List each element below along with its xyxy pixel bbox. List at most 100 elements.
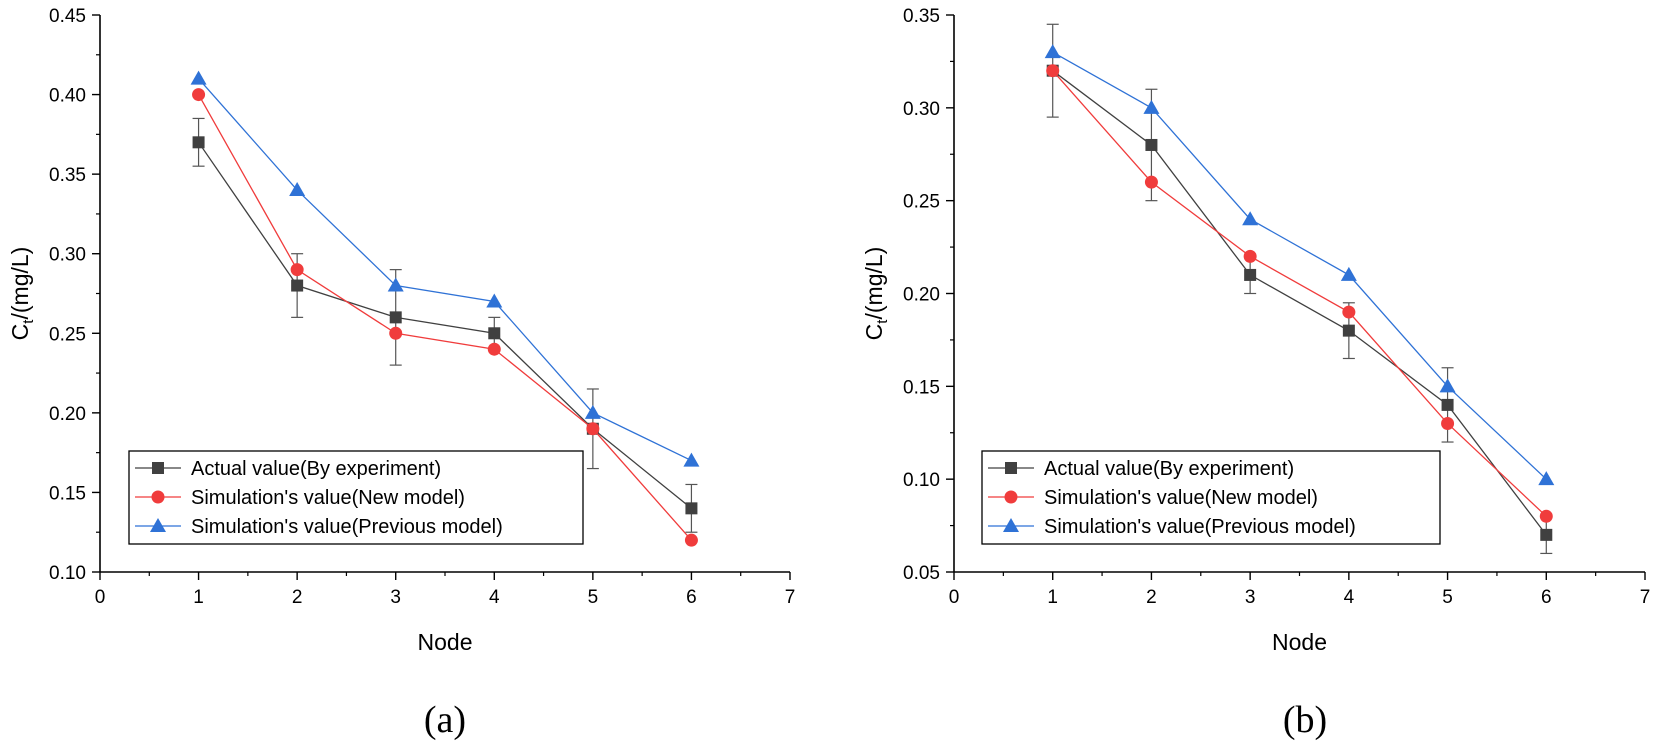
x-tick-label: 7 <box>1640 587 1651 608</box>
legend-label: Simulation's value(New model) <box>191 487 465 509</box>
x-tick-label: 4 <box>1344 587 1355 608</box>
y-tick-label: 0.25 <box>903 192 940 213</box>
legend-entry: Simulation's value(Previous model) <box>135 516 503 538</box>
x-tick-label: 0 <box>949 587 960 608</box>
series-3 <box>1044 44 1555 486</box>
data-point <box>683 452 700 467</box>
legend-marker <box>152 462 164 474</box>
series-line <box>1052 70 1547 536</box>
data-point <box>1046 64 1060 78</box>
y-tick-label: 0.45 <box>49 6 86 27</box>
data-point <box>684 533 698 547</box>
panel-b: 0 1 2 3 4 5 6 7 0.05 0.10 0.15 0.20 0.25 0.30 0.35 Node… <box>861 6 1650 741</box>
y-tick-label: 0.20 <box>903 285 940 306</box>
data-point <box>1538 471 1555 486</box>
data-point <box>1244 268 1257 281</box>
x-tick-label: 1 <box>193 587 204 608</box>
data-point <box>1340 266 1357 281</box>
data-point <box>1439 378 1456 393</box>
data-point <box>1342 305 1356 319</box>
legend-box <box>128 450 584 545</box>
panel-a: 0 1 2 3 4 5 6 7 0.10 0.15 0.20 0.25 0.30 0.35 0.40 0.45… <box>7 6 795 741</box>
legend-label: Actual value(By experiment) <box>1044 458 1294 480</box>
x-axis-title: Node <box>418 629 473 655</box>
x-tick-label: 0 <box>95 587 106 608</box>
data-point <box>389 326 403 340</box>
legend: Actual value(By experiment) Simulation's … <box>128 450 584 545</box>
series-line <box>1052 51 1547 480</box>
x-tick-label: 2 <box>1146 587 1157 608</box>
data-point <box>387 277 404 292</box>
y-tick-label: 0.35 <box>903 6 940 27</box>
data-point <box>488 327 501 340</box>
legend-entry: Actual value(By experiment) <box>135 458 441 480</box>
series-3 <box>190 70 700 467</box>
data-point <box>289 182 306 197</box>
y-tick-label: 0.20 <box>49 404 86 425</box>
data-point <box>1145 138 1158 151</box>
data-point <box>1342 324 1355 337</box>
y-tick-label: 0.35 <box>49 165 86 186</box>
data-point <box>1539 509 1553 523</box>
x-tick-label: 2 <box>292 587 303 608</box>
data-point <box>685 502 698 515</box>
legend-label: Simulation's value(Previous model) <box>1044 516 1356 538</box>
y-tick-label: 0.15 <box>903 377 940 398</box>
series-line <box>198 78 692 462</box>
series-2 <box>1046 64 1553 523</box>
y-tick-label: 0.30 <box>49 245 86 266</box>
panel-label: (a) <box>424 699 466 741</box>
data-point <box>192 88 206 102</box>
y-axis-title: Ct/(mg/L) <box>7 247 37 341</box>
x-tick-label: 3 <box>1245 587 1256 608</box>
y-tick-label: 0.15 <box>49 483 86 504</box>
data-point <box>1242 211 1259 226</box>
data-point <box>291 279 304 292</box>
x-tick-label: 5 <box>588 587 599 608</box>
x-tick-label: 6 <box>686 587 697 608</box>
x-tick-label: 4 <box>489 587 500 608</box>
legend: Actual value(By experiment) Simulation's … <box>981 450 1441 545</box>
series-1 <box>192 117 698 533</box>
series-line <box>198 94 692 541</box>
x-tick-label: 7 <box>785 587 796 608</box>
data-point <box>584 404 601 419</box>
legend-box <box>981 450 1441 545</box>
data-point <box>1441 398 1454 411</box>
y-tick-label: 0.10 <box>49 563 86 584</box>
legend-label: Actual value(By experiment) <box>191 458 441 480</box>
data-point <box>486 293 503 308</box>
data-point <box>389 311 402 324</box>
legend-entry: Actual value(By experiment) <box>988 458 1294 480</box>
data-point <box>487 342 501 356</box>
data-point <box>1540 528 1553 541</box>
y-tick-label: 0.10 <box>903 470 940 491</box>
series-line <box>198 141 692 509</box>
y-tick-label: 0.30 <box>903 99 940 120</box>
legend-entry: Simulation's value(New model) <box>135 487 465 509</box>
data-point <box>1441 416 1455 430</box>
data-point <box>192 136 205 149</box>
legend-entry: Simulation's value(Previous model) <box>988 516 1356 538</box>
legend-entry: Simulation's value(New model) <box>988 487 1318 509</box>
series-2 <box>192 88 698 547</box>
data-point <box>290 263 304 277</box>
x-tick-label: 1 <box>1047 587 1058 608</box>
legend-marker <box>1003 518 1019 532</box>
legend-marker <box>1004 490 1018 504</box>
x-tick-label: 6 <box>1541 587 1552 608</box>
y-tick-label: 0.40 <box>49 86 86 107</box>
legend-marker <box>151 490 165 504</box>
y-tick-label: 0.25 <box>49 324 86 345</box>
x-axis-title: Node <box>1272 629 1327 655</box>
data-point <box>1144 175 1158 189</box>
legend-label: Simulation's value(New model) <box>1044 487 1318 509</box>
series-line <box>1052 70 1547 517</box>
y-axis-title: Ct/(mg/L) <box>861 247 891 341</box>
legend-marker <box>150 518 166 532</box>
y-tick-label: 0.05 <box>903 563 940 584</box>
data-point <box>1143 99 1160 114</box>
data-point <box>190 70 207 85</box>
legend-label: Simulation's value(Previous model) <box>191 516 503 538</box>
